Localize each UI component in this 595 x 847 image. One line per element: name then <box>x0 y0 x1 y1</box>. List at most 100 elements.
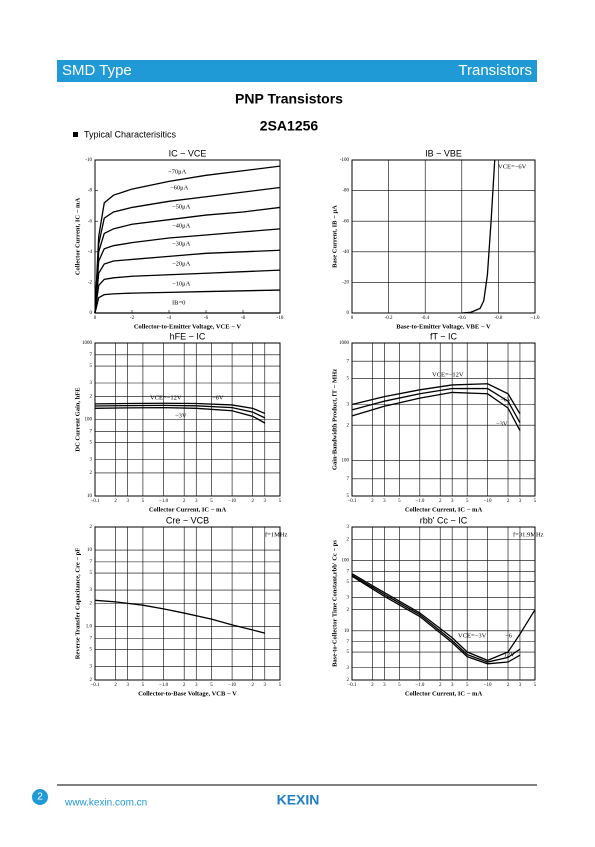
plot-frame <box>94 526 281 681</box>
x-tick-label: 2 <box>183 683 186 688</box>
plot-frame <box>94 342 281 497</box>
y-tick-label: 0 <box>90 311 93 316</box>
y-tick-label: 2 <box>347 423 350 428</box>
x-tick-label: 2 <box>371 683 374 688</box>
series-label: −70μA <box>168 168 187 175</box>
x-axis-label: Base-to-Emitter Voltage, VBE − V <box>396 323 491 330</box>
y-tick-label: 2 <box>90 395 93 400</box>
series-label: −30μA <box>172 240 191 247</box>
x-tick-label: 3 <box>519 683 522 688</box>
y-tick-label: 3 <box>90 381 93 386</box>
x-tick-label: 5 <box>210 499 213 504</box>
x-tick-label: 5 <box>534 499 537 504</box>
x-tick-label: 2 <box>251 499 254 504</box>
x-tick-label: -2 <box>130 316 135 321</box>
x-tick-label: 3 <box>126 499 129 504</box>
curve <box>351 575 521 665</box>
series-label: −50μA <box>172 203 191 210</box>
y-tick-label: 2 <box>347 608 350 613</box>
x-tick-label: 2 <box>183 499 186 504</box>
curve <box>461 159 496 314</box>
x-tick-label: 5 <box>142 499 145 504</box>
x-axis-label: Collector Current, IC − mA <box>405 690 483 697</box>
x-tick-label: 3 <box>264 683 267 688</box>
series-label: −12V <box>500 651 515 658</box>
header-bar <box>57 60 537 82</box>
series-label: −40μA <box>172 222 191 229</box>
y-tick-label: 1000 <box>339 341 350 346</box>
x-tick-label: 0 <box>351 316 354 321</box>
x-tick-label: −10 <box>228 683 236 688</box>
x-tick-label: 2 <box>439 683 442 688</box>
y-axis-label: Base-to-Collector Time Constant,rbb' Cc … <box>331 540 338 667</box>
x-tick-label: -6 <box>204 316 209 321</box>
x-tick-label: 5 <box>279 499 282 504</box>
x-tick-label: -0.2 <box>385 316 393 321</box>
y-tick-label: 3 <box>90 588 93 593</box>
y-tick-label: 2 <box>90 678 93 683</box>
logo: KEXIN <box>277 792 320 808</box>
x-tick-label: -0.4 <box>421 316 429 321</box>
y-tick-label: -6 <box>88 219 93 224</box>
x-tick-label: 5 <box>466 683 469 688</box>
x-tick-label: -8 <box>241 316 246 321</box>
series-label: VCE=−3V <box>458 632 487 639</box>
plot-frame <box>351 526 536 681</box>
y-tick-label: 3 <box>347 595 350 600</box>
chart-title: rbb' Cc − IC <box>420 515 468 525</box>
x-tick-label: −10 <box>484 499 492 504</box>
curve <box>351 387 521 424</box>
y-tick-label: -4 <box>88 250 93 255</box>
y-tick-label: 10 <box>87 494 93 499</box>
x-tick-label: 5 <box>279 683 282 688</box>
series-label: −20μA <box>172 260 191 267</box>
series-label: VCE=−12V <box>150 394 182 401</box>
series-label: −60μA <box>170 184 189 191</box>
y-tick-label: 100 <box>342 459 350 464</box>
part-number: 2SA1256 <box>260 118 319 134</box>
x-tick-label: 0 <box>94 316 97 321</box>
x-tick-label: −1.0 <box>159 499 169 504</box>
series-label: IB=0 <box>172 299 185 306</box>
y-tick-label: 2 <box>90 602 93 607</box>
x-tick-label: −1.0 <box>415 499 425 504</box>
y-tick-label: 5 <box>90 441 93 446</box>
chart-title: hFE − IC <box>170 331 206 341</box>
x-tick-label: 3 <box>195 499 198 504</box>
curve <box>94 206 281 314</box>
y-axis-label: Gain-Bandwidth Product, fT − MHz <box>331 369 338 470</box>
y-tick-label: 3 <box>347 403 350 408</box>
y-tick-label: 3 <box>347 525 350 530</box>
series-label: −3V <box>496 420 508 427</box>
x-tick-label: -0.8 <box>494 316 502 321</box>
x-tick-label: -10 <box>277 316 284 321</box>
curve <box>94 165 281 314</box>
y-tick-label: 7 <box>347 570 350 575</box>
curve <box>94 228 281 314</box>
x-tick-label: 5 <box>398 683 401 688</box>
title: PNP Transistors <box>235 91 343 107</box>
y-tick-label: -10 <box>85 158 92 163</box>
curve <box>94 406 266 424</box>
y-axis-label: DC Current Gain, hFE <box>74 387 81 451</box>
curve <box>94 249 281 314</box>
y-tick-label: 7 <box>347 359 350 364</box>
x-tick-label: 2 <box>114 683 117 688</box>
curve <box>351 574 521 663</box>
y-tick-label: 7 <box>90 637 93 642</box>
series-label: −3V <box>175 412 187 419</box>
series-label: −10μA <box>172 280 191 287</box>
x-axis-label: Collector Current, IC − mA <box>149 506 227 513</box>
y-tick-label: 5 <box>90 364 93 369</box>
x-tick-label: −0.1 <box>90 499 100 504</box>
x-tick-label: −1.0 <box>530 316 540 321</box>
y-tick-label: 10 <box>344 629 350 634</box>
x-tick-label: 3 <box>451 499 454 504</box>
y-tick-label: -80 <box>342 189 349 194</box>
x-tick-label: 3 <box>451 683 454 688</box>
y-tick-label: -8 <box>88 189 93 194</box>
annotation: f=1MHz <box>265 531 288 538</box>
y-tick-label: 7 <box>90 560 93 565</box>
curve <box>351 573 536 662</box>
annotation: f=31.9MHz <box>513 531 544 538</box>
